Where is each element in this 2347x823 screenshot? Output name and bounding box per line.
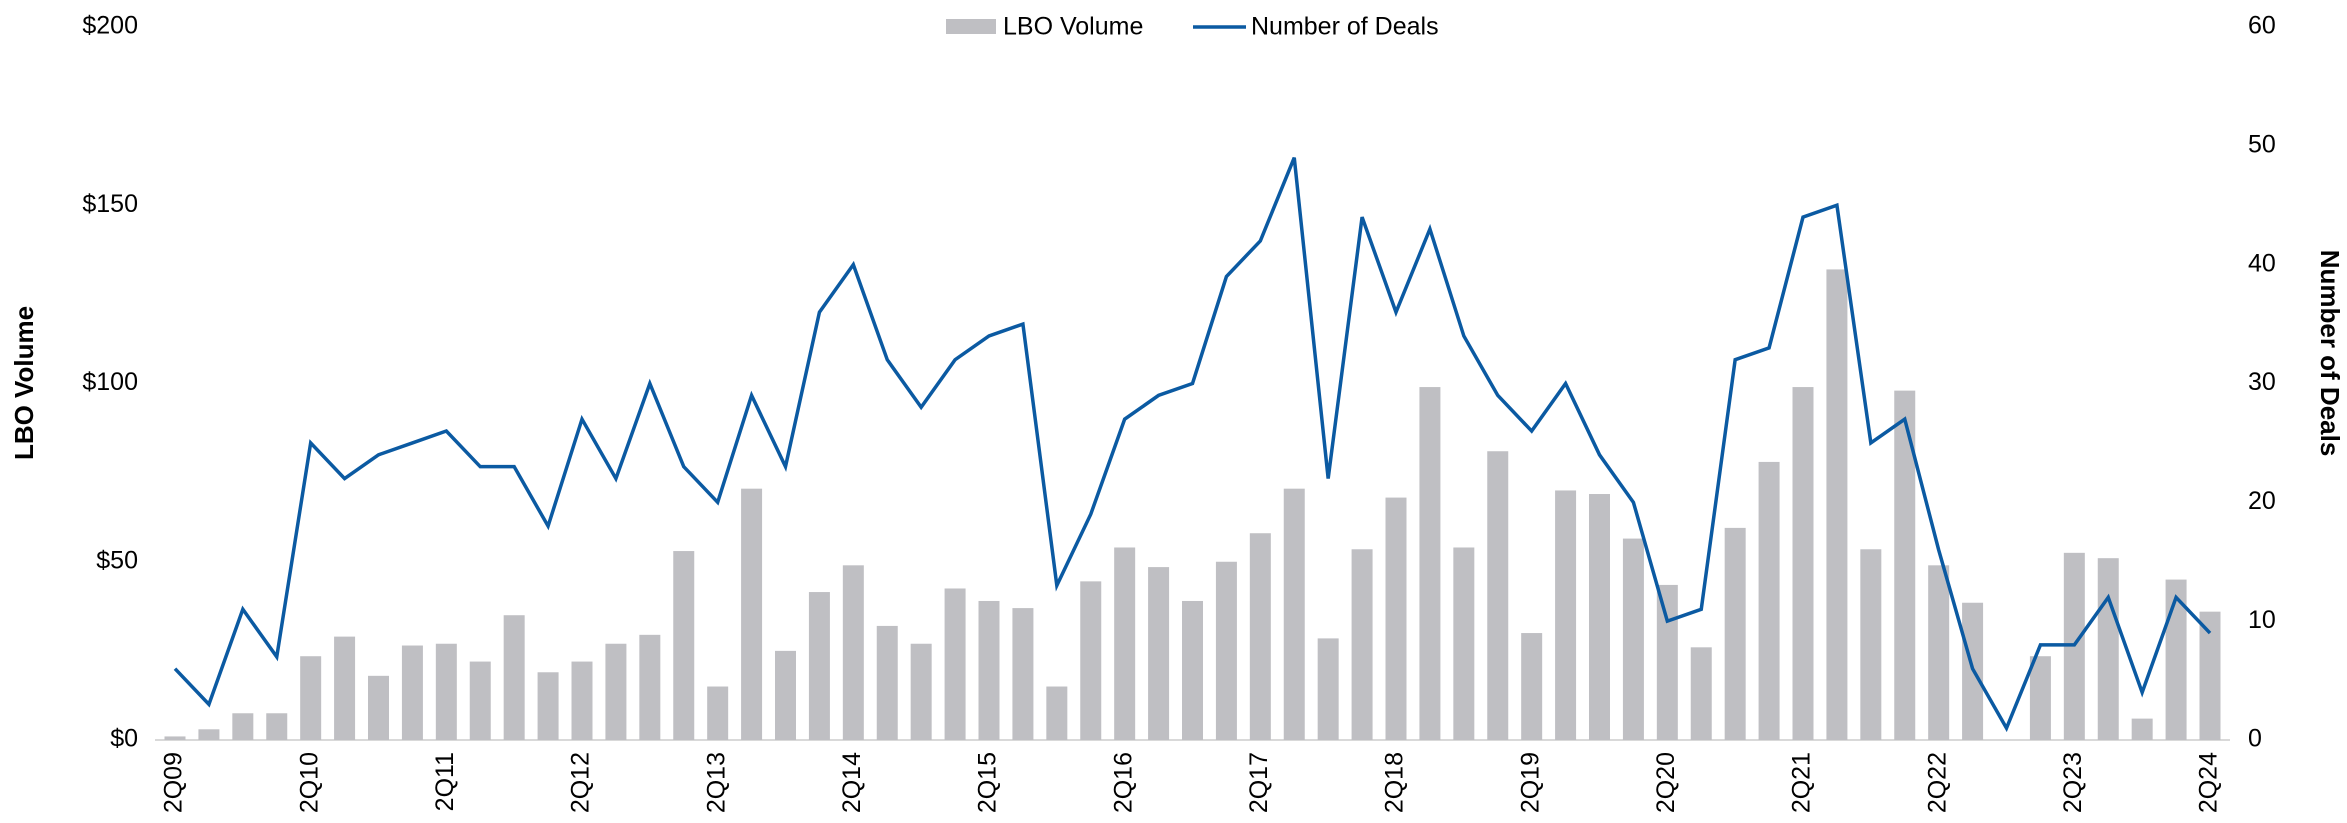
bar [1046,686,1068,740]
bar [1249,533,1271,740]
bar [503,615,525,740]
x-tick-label: 2Q15 [974,752,1002,813]
bar [842,565,864,740]
x-tick-label: 2Q09 [160,752,188,813]
bar [775,650,796,740]
y2-tick-label: 10 [2248,606,2276,634]
bar [537,672,559,740]
bar [1317,638,1339,740]
y2-tick-label: 20 [2248,487,2276,515]
y2-tick-label: 50 [2248,130,2276,158]
bar [2097,558,2119,740]
bar [673,551,695,740]
bar [1826,269,1848,740]
y-tick-label: $50 [96,546,138,574]
y2-tick-label: 60 [2248,12,2276,40]
bar [435,643,457,740]
bar [1215,561,1237,740]
bar [2131,718,2153,740]
x-tick-label: 2Q21 [1788,752,1816,813]
bar [1487,451,1509,740]
y-tick-label: $200 [82,12,138,40]
bar [1622,538,1644,740]
bar [1860,549,1882,740]
bar [571,661,593,740]
bar [469,661,491,740]
bar [876,625,898,740]
bar [1283,488,1305,740]
y2-tick-label: 30 [2248,368,2276,396]
bar [401,645,423,740]
bar [2165,579,2187,740]
x-tick-label: 2Q16 [1109,752,1137,813]
y2-tick-label: 40 [2248,249,2276,277]
bar [2029,656,2051,740]
x-tick-label: 2Q19 [1516,752,1544,813]
bar [910,643,932,740]
bar [2199,611,2221,740]
y-tick-label: $100 [82,368,138,396]
bar [1419,387,1441,740]
bar [707,686,729,740]
x-tick-label: 2Q22 [1923,752,1951,813]
bar [300,656,322,740]
legend-swatch [946,19,996,34]
x-tick-label: 2Q14 [838,752,866,813]
bar [198,729,220,740]
line [173,157,2212,733]
bar [1589,494,1610,740]
bar [639,634,661,740]
bar [741,488,763,740]
bar [1385,497,1407,740]
bar [1114,547,1136,740]
y2-tick-label: 0 [2248,725,2262,753]
bar [1792,387,1814,740]
bar [1453,547,1475,740]
bar [605,643,627,740]
legend-label: LBO Volume [1003,13,1143,41]
bar [808,592,830,740]
bar [232,713,254,740]
bar [1148,567,1170,740]
bar [334,636,356,740]
bar [1724,527,1746,740]
bar [1521,633,1543,740]
y-tick-label: $150 [82,190,138,218]
bar [266,713,288,740]
bar [1351,549,1373,740]
y2-axis-title: Number of Deals [2315,250,2345,457]
y-axis-title: LBO Volume [9,306,39,460]
bar [1690,647,1712,740]
x-tick-label: 2Q13 [702,752,730,813]
bar [944,588,966,740]
x-tick-label: 2Q12 [567,752,595,813]
x-tick-label: 2Q10 [295,752,323,813]
x-tick-label: 2Q17 [1245,752,1273,813]
bar [1928,565,1950,740]
bar [978,600,1000,740]
y-tick-label: $0 [110,725,138,753]
bar [1012,608,1034,740]
x-tick-label: 2Q11 [431,752,459,811]
x-tick-label: 2Q18 [1381,752,1409,813]
x-tick-label: 2Q24 [2195,752,2223,813]
bar [1758,461,1780,740]
bar [164,736,186,740]
bar [1182,600,1203,740]
legend-label: Number of Deals [1251,13,1439,41]
bar [1656,584,1678,740]
x-tick-label: 2Q20 [1652,752,1680,813]
x-tick-label: 2Q23 [2059,752,2087,813]
bar [1080,581,1102,740]
bar [368,675,389,740]
bar [1555,490,1577,740]
bar [1894,390,1916,740]
